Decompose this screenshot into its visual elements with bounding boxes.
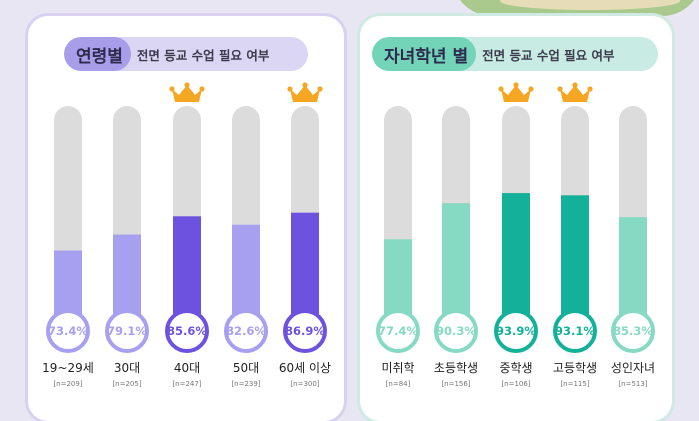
background-path-illustration <box>500 0 680 10</box>
age-group-title: 연령별 전면 등교 수업 필요 여부 <box>64 37 308 71</box>
grade-bar <box>619 217 647 316</box>
grade-category-label: 미취학 <box>381 361 414 375</box>
grade-value-badge <box>376 309 420 353</box>
grade-crown-icon <box>557 82 593 102</box>
grade-value-label: 85.3% <box>613 324 653 338</box>
age-bar <box>232 224 260 316</box>
grade-bar <box>561 195 589 316</box>
age-bar <box>291 212 319 316</box>
grade-crown-icon <box>498 82 534 102</box>
age-value-label: 73.4% <box>48 324 88 338</box>
age-category-label: 40대 <box>174 361 200 375</box>
child-grade-title-rest: 전면 등교 수업 필요 여부 <box>482 47 615 63</box>
age-sample-size: [n=205] <box>112 380 141 388</box>
child-grade-title: 자녀학년 별 전면 등교 수업 필요 여부 <box>372 37 658 71</box>
age-value-badge <box>283 309 327 353</box>
age-category-label: 30대 <box>114 361 140 375</box>
age-value-label: 85.6% <box>167 324 207 338</box>
grade-value-label: 93.1% <box>555 324 595 338</box>
age-crown-icon <box>169 82 205 102</box>
age-bar <box>173 216 201 316</box>
age-sample-size: [n=239] <box>231 380 260 388</box>
age-value-badge <box>224 309 268 353</box>
grade-bar <box>442 203 470 316</box>
grade-value-badge <box>434 309 478 353</box>
grade-value-badge <box>611 309 655 353</box>
child-grade-title-bold: 자녀학년 별 <box>372 37 477 71</box>
age-category-label: 60세 이상 <box>279 361 331 375</box>
age-value-badge <box>46 309 90 353</box>
grade-value-badge <box>494 309 538 353</box>
age-category-label: 50대 <box>233 361 259 375</box>
age-group-title-bold: 연령별 <box>64 37 131 71</box>
grade-category-label: 고등학생 <box>553 361 597 375</box>
age-value-badge <box>165 309 209 353</box>
grade-bar <box>384 239 412 316</box>
grade-sample-size: [n=84] <box>386 380 411 388</box>
grade-sample-size: [n=156] <box>441 380 470 388</box>
age-value-badge <box>105 309 149 353</box>
grade-value-label: 90.3% <box>436 324 476 338</box>
grade-value-label: 77.4% <box>378 324 418 338</box>
age-sample-size: [n=209] <box>53 380 82 388</box>
grade-sample-size: [n=115] <box>560 380 589 388</box>
age-category-label: 19~29세 <box>42 361 94 375</box>
age-value-label: 79.1% <box>107 324 147 338</box>
grade-category-label: 중학생 <box>499 361 532 375</box>
grade-value-label: 93.9% <box>496 324 536 338</box>
grade-sample-size: [n=513] <box>618 380 647 388</box>
grade-category-label: 성인자녀 <box>611 361 655 375</box>
age-crown-icon <box>287 82 323 102</box>
grade-value-badge <box>553 309 597 353</box>
age-sample-size: [n=300] <box>290 380 319 388</box>
age-bar <box>54 250 82 316</box>
age-value-label: 82.6% <box>226 324 266 338</box>
age-value-label: 86.9% <box>285 324 325 338</box>
age-sample-size: [n=247] <box>172 380 201 388</box>
grade-sample-size: [n=106] <box>501 380 530 388</box>
grade-bar <box>502 193 530 316</box>
age-bar <box>113 234 141 316</box>
age-group-title-rest: 전면 등교 수업 필요 여부 <box>136 47 270 63</box>
grade-category-label: 초등학생 <box>434 361 478 375</box>
